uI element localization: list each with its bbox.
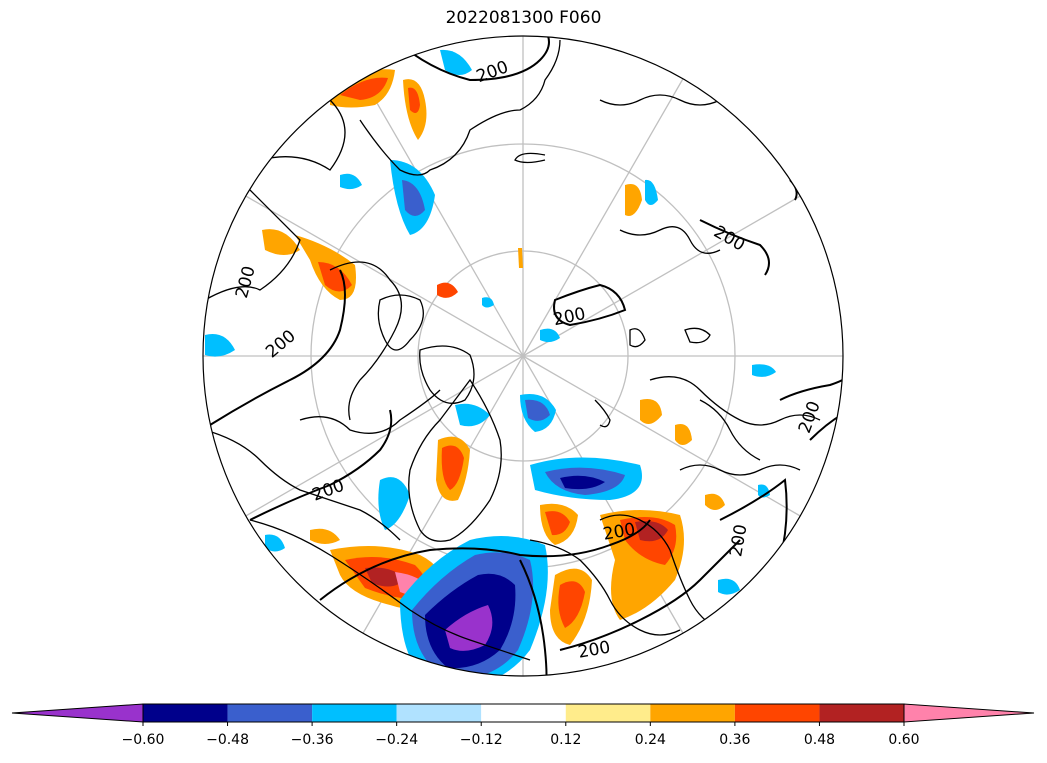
contour-label: 200 — [232, 264, 260, 301]
colorbar-segment — [481, 704, 566, 722]
colorbar-segment — [734, 704, 820, 722]
anomaly-patch — [455, 403, 490, 427]
anomaly-patch — [378, 477, 410, 530]
map-boundary — [202, 35, 844, 677]
anomaly-patch — [340, 173, 362, 190]
anomaly-patch — [675, 424, 692, 445]
colorbar-outline — [142, 703, 905, 723]
colorbar-segment — [650, 704, 735, 722]
anomaly-patch — [645, 179, 658, 205]
anomaly-patch — [545, 511, 570, 536]
colorbar-tick-label: 0.48 — [804, 732, 835, 748]
colorbar-tick-label: −0.60 — [122, 732, 165, 748]
colorbar-tick-label: 0.36 — [719, 732, 750, 748]
anomaly-patch — [445, 605, 493, 651]
anomaly-patch — [540, 328, 560, 343]
anomaly-patch — [525, 399, 550, 421]
anomaly-patch — [340, 77, 388, 100]
anomaly-patch — [441, 445, 464, 490]
colorbar-tick-label: 0.60 — [888, 732, 919, 748]
colorbar-tick-label: −0.12 — [460, 732, 503, 748]
anomaly-patch — [718, 578, 740, 595]
contour-label: 200 — [726, 523, 751, 558]
anomaly-patch — [558, 581, 585, 628]
polar-map: 200 200 200 200 200 200 200 200 200 200 — [202, 35, 844, 677]
colorbar-segment — [312, 704, 397, 722]
anomaly-patch — [635, 521, 668, 542]
colorbar-tick-label: −0.48 — [206, 732, 249, 748]
colorbar-segment — [396, 704, 482, 722]
map-title: 2022081300 F060 — [445, 8, 602, 28]
colorbar-tick-label: 0.24 — [635, 732, 666, 748]
contour-label: 200 — [262, 326, 300, 362]
anomaly-patch — [625, 184, 642, 216]
anomaly-patch — [310, 528, 340, 544]
colorbar-segment — [227, 704, 313, 722]
anomaly-patch — [402, 180, 425, 216]
colorbar: −0.60 −0.48 −0.36 −0.24 −0.12 0.12 0.24 0.36 0.4… — [11, 703, 1035, 748]
anomaly-patch — [482, 297, 494, 308]
anomaly-patch — [518, 248, 523, 268]
colorbar-extend-max — [903, 703, 1035, 723]
colorbar-segment — [143, 704, 228, 722]
contour-label: 200 — [552, 304, 588, 330]
anomaly-patch — [365, 567, 405, 587]
colorbar-segment — [819, 704, 904, 722]
contour-label: 200 — [474, 57, 511, 87]
anomaly-patch — [265, 534, 285, 552]
anomaly-patch — [560, 475, 605, 490]
colorbar-tick-label: −0.36 — [291, 732, 334, 748]
shaded-field — [205, 49, 776, 676]
contour-lines — [209, 36, 843, 676]
anomaly-patch — [640, 399, 662, 424]
colorbar-tick-label: −0.24 — [375, 732, 418, 748]
anomaly-patch — [262, 229, 300, 255]
colorbar-tick-label: 0.12 — [550, 732, 581, 748]
anomaly-patch — [705, 493, 725, 510]
contour-label: 200 — [310, 476, 347, 506]
anomaly-patch — [437, 282, 458, 298]
anomaly-patch — [408, 87, 420, 114]
anomaly-patch — [205, 334, 235, 357]
anomaly-patch — [440, 49, 472, 75]
colorbar-extend-min — [11, 703, 144, 723]
anomaly-patch — [752, 364, 776, 377]
colorbar-segment — [565, 704, 651, 722]
contour-label: 200 — [577, 637, 612, 662]
